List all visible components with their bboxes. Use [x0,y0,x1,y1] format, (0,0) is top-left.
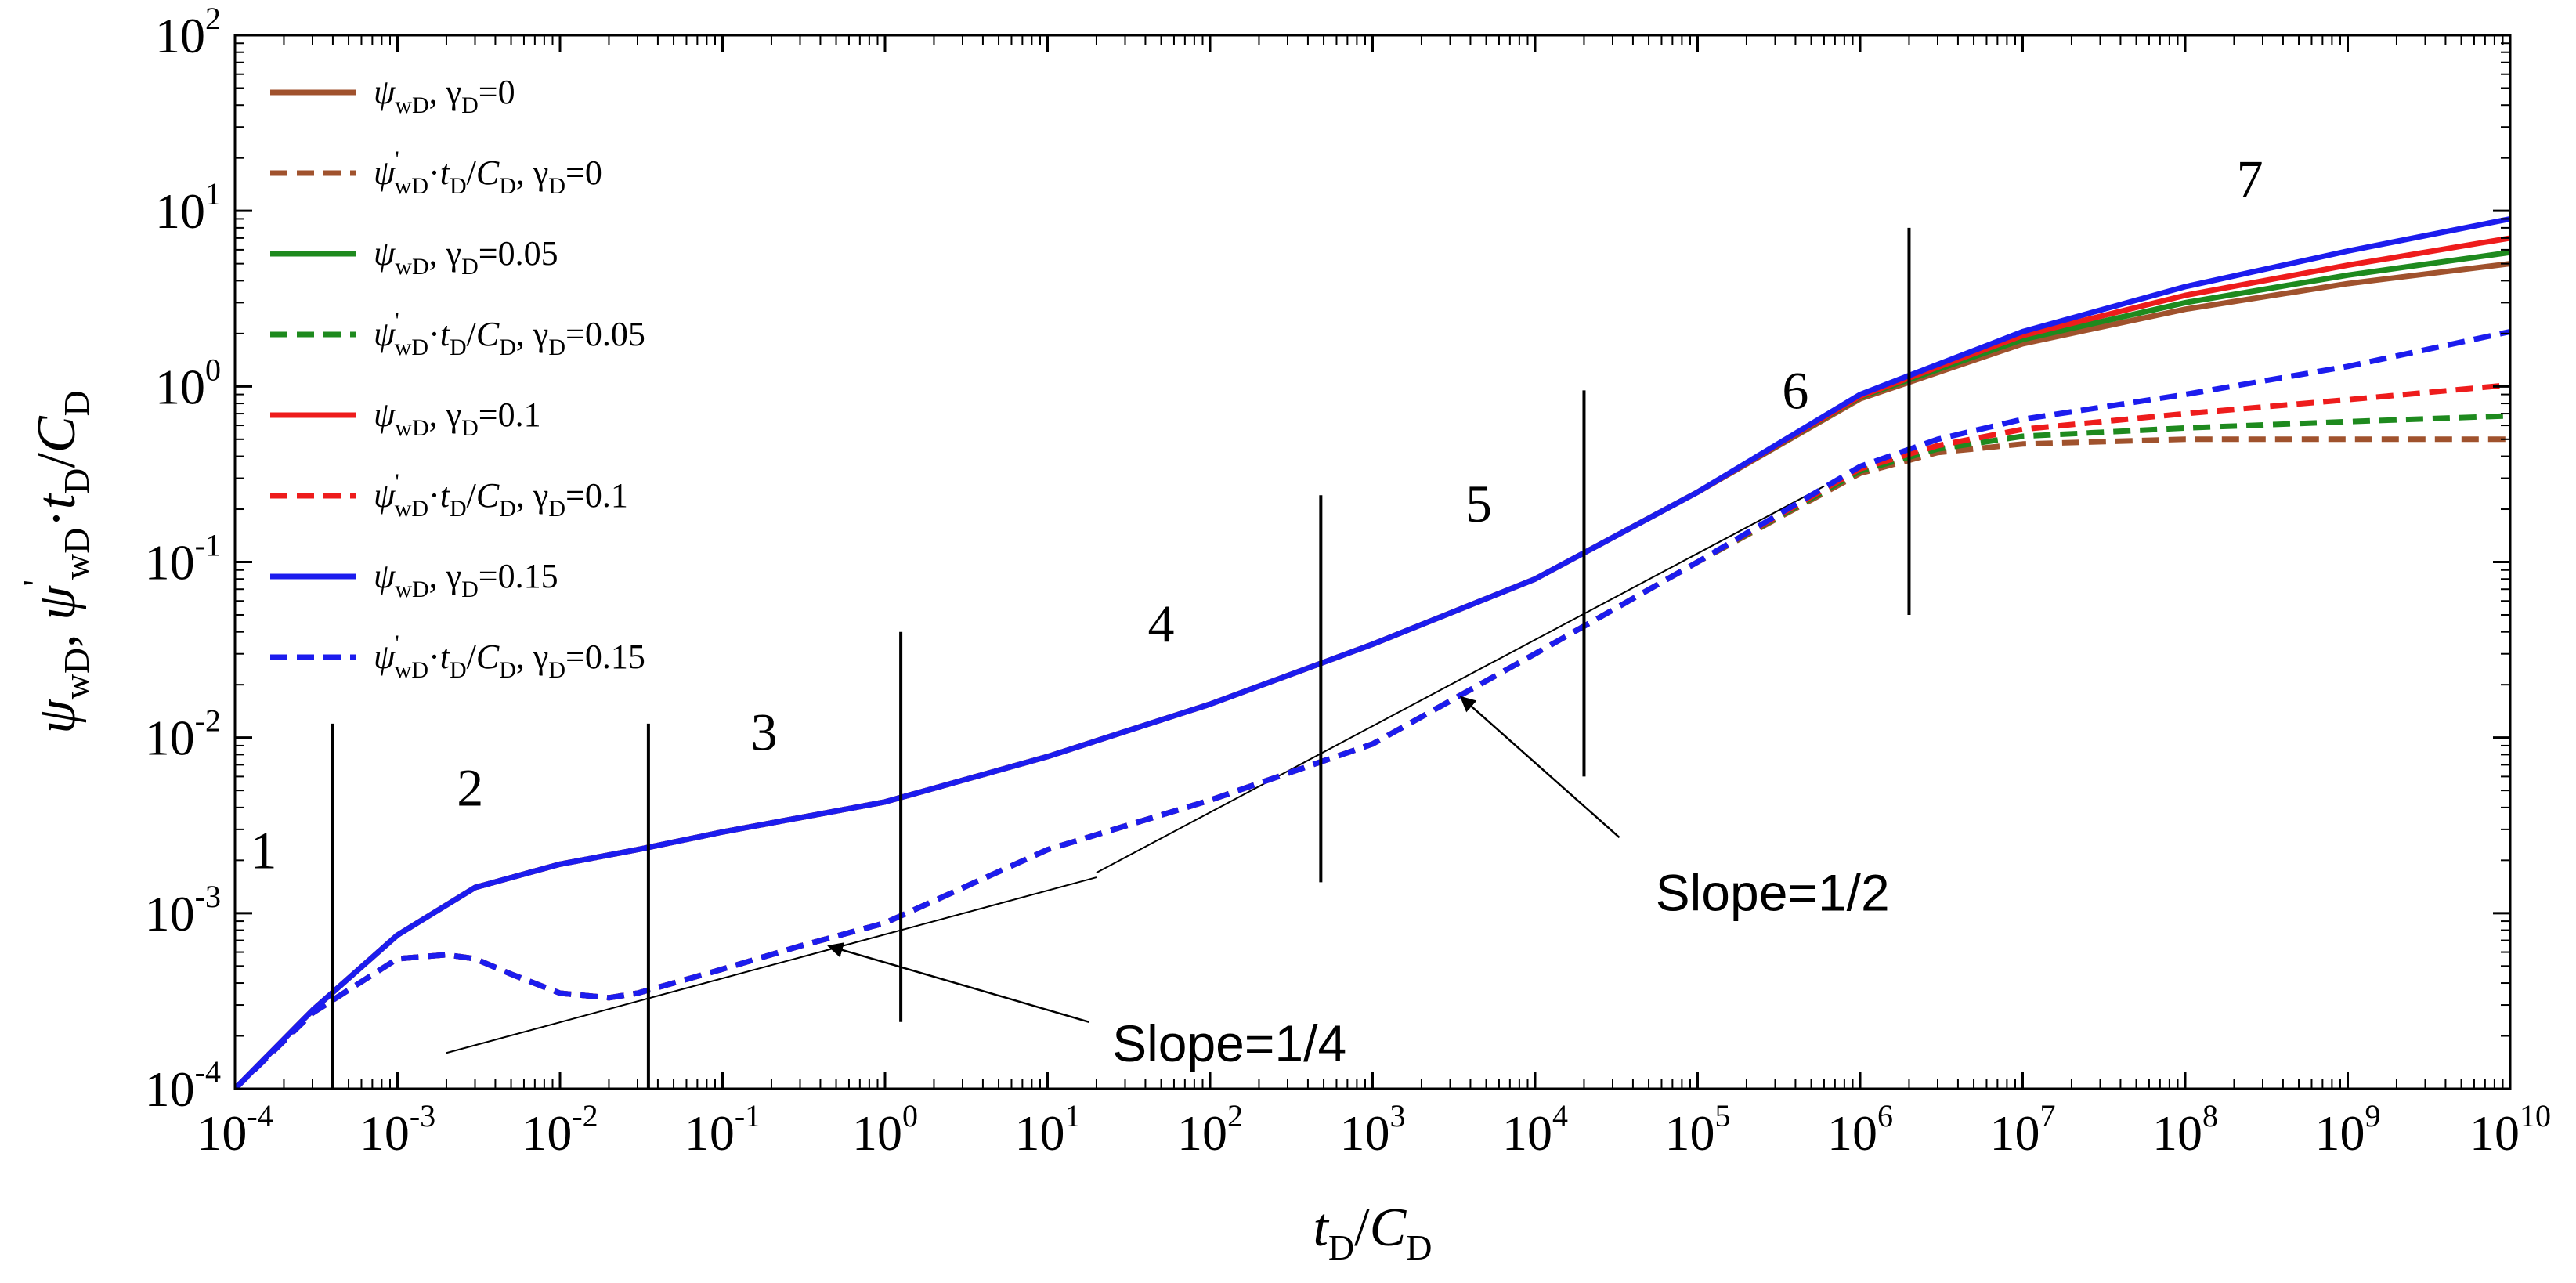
legend-entry: ψ' wD·tD/CD, γD=0.05 [270,308,645,360]
x-tick-label: 10-4 [197,1098,273,1161]
plot-area: 1 2 3 4 5 6 7 Slope=1/4 Slope=1/2 [235,149,2510,1089]
reference-line-slope-half [1096,485,1825,874]
legend-label: ψ' wD·tD/CD, γD=0 [374,146,602,199]
x-tick-label: 107 [1990,1098,2056,1161]
region-label-2: 2 [457,757,483,817]
legend-label: ψ' wD·tD/CD, γD=0.15 [374,631,645,683]
legend-label: ψ' wD·tD/CD, γD=0.05 [374,308,645,360]
series-line-7 [235,328,2510,1089]
y-axis-title-group: ψwD, ψ'wD·tD/CD [16,390,96,734]
legend-entry: ψ' wD·tD/CD, γD=0 [270,146,602,199]
x-tick-label: 10-1 [685,1098,761,1161]
x-tick-label: 102 [1177,1098,1243,1161]
legend-entry: ψwD, γD=0.1 [270,396,541,441]
x-tick-label: 106 [1827,1098,1893,1161]
legend-label: ψ' wD·tD/CD, γD=0.1 [374,469,628,522]
x-tick-label: 100 [852,1098,918,1161]
y-tick-label: 10-2 [145,703,221,766]
x-tick-label: 1010 [2469,1098,2551,1161]
region-label-1: 1 [251,821,277,880]
y-tick-label: 101 [155,176,221,239]
legend-entry: ψ' wD·tD/CD, γD=0.1 [270,469,628,522]
legend-label: ψwD, γD=0.05 [374,234,558,280]
legend-label: ψwD, γD=0.1 [374,396,541,441]
axes: 10-4 10-3 10-2 10-1 100 101 102 103 104 105 106 107… [16,1,2551,1267]
x-tick-label: 108 [2152,1098,2218,1161]
series-line-1 [235,436,2510,1089]
legend-entry: ψwD, γD=0 [270,73,515,118]
annotation-arrow [1459,696,1620,839]
y-tick-label: 10-4 [145,1054,221,1117]
reference-line-slope-quarter [446,876,1097,1054]
region-label-6: 6 [1782,360,1808,420]
legend-label: ψwD, γD=0 [374,73,515,118]
region-label-3: 3 [750,702,777,761]
legend-entry: ψwD, γD=0.05 [270,234,558,280]
region-label-5: 5 [1465,474,1492,533]
series-line-6 [235,215,2510,1089]
x-tick-label: 101 [1015,1098,1081,1161]
x-tick-label: 103 [1340,1098,1406,1161]
series-line-0 [235,261,2510,1089]
y-tick-label: 10-3 [145,879,221,941]
y-tick-label: 10-1 [145,528,221,591]
annotation-label: Slope=1/2 [1656,863,1890,921]
y-tick-label: 102 [155,1,221,63]
x-tick-label: 10-2 [522,1098,598,1161]
annotation-arrow [827,942,1089,1023]
series-line-3 [235,413,2510,1089]
plot-frame [233,34,2512,1090]
x-tick-label: 105 [1665,1098,1731,1161]
y-axis-title: ψwD, ψ'wD·tD/CD [16,390,96,734]
legend-entry: ψwD, γD=0.15 [270,557,558,602]
plot-content: 1 2 3 4 5 6 7 Slope=1/4 Slope=1/2 [235,149,2510,1089]
x-tick-label: 104 [1502,1098,1568,1161]
x-tick-label: 10-3 [359,1098,435,1161]
region-label-7: 7 [2237,149,2263,208]
legend-entry: ψ' wD·tD/CD, γD=0.15 [270,631,645,683]
x-axis-title: tD/CD [1313,1198,1432,1267]
x-tick-label: 109 [2315,1098,2381,1161]
legend: ψwD, γD=0 ψ' wD·tD/CD, γD=0 ψwD, γD=0.05 ψ' w… [270,73,645,683]
legend-label: ψwD, γD=0.15 [374,557,558,602]
annotation-label: Slope=1/4 [1112,1014,1346,1072]
region-label-4: 4 [1148,595,1175,654]
y-tick-label: 100 [155,352,221,414]
